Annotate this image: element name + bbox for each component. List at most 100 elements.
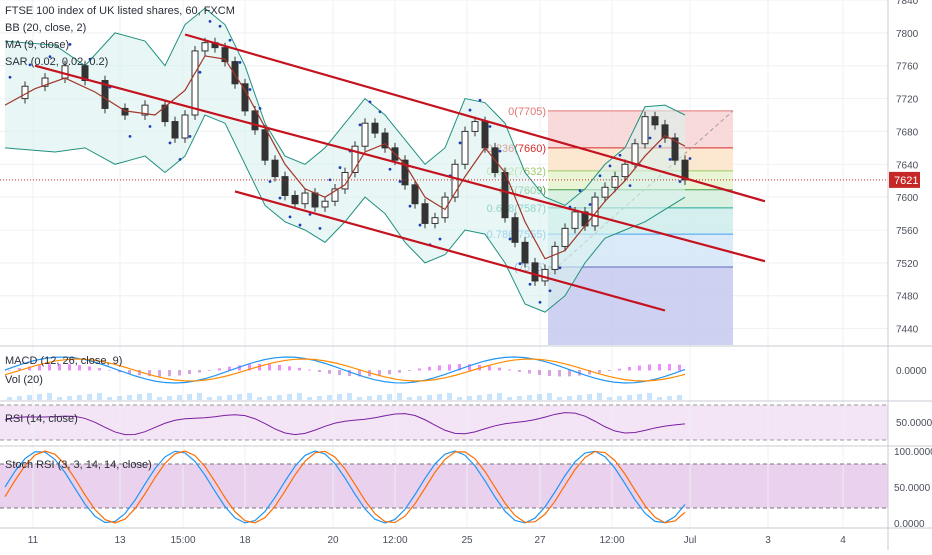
legend-vol: Vol (20) xyxy=(5,374,43,386)
candle-body xyxy=(81,65,89,82)
macd-hist-bar xyxy=(88,366,91,371)
macd-hist-bar xyxy=(628,366,631,371)
volume-bar xyxy=(227,395,232,400)
stoch-k-line xyxy=(4,450,686,524)
volume-bar xyxy=(607,397,612,400)
candle-body xyxy=(361,122,369,147)
volume-bar xyxy=(217,396,222,400)
candle-body xyxy=(411,184,419,205)
candle-body xyxy=(241,83,249,112)
price-axis-label: 7840 xyxy=(896,0,919,7)
time-axis-label: 27 xyxy=(534,535,546,546)
candle-body xyxy=(231,61,239,85)
candle-body xyxy=(201,42,209,52)
candle-body xyxy=(541,268,549,282)
macd-hist-bar xyxy=(468,364,471,371)
legend-stoch: Stoch RSI (3, 3, 14, 14, close) xyxy=(5,459,152,471)
sar-dot xyxy=(668,157,672,161)
sar-dot xyxy=(238,61,242,64)
candle-body xyxy=(191,50,199,116)
macd-hist-bar xyxy=(8,370,11,371)
ma9-line xyxy=(4,55,686,260)
macd-hist-bar xyxy=(228,366,231,371)
sar-dot xyxy=(398,180,402,183)
volume-bar xyxy=(167,396,172,400)
macd-hist-bar xyxy=(498,367,501,371)
volume-bar xyxy=(417,396,422,400)
macd-hist-bar xyxy=(108,369,111,371)
sar-dot xyxy=(178,157,182,161)
volume-bar xyxy=(7,397,12,400)
macd-hist-bar xyxy=(328,370,331,374)
macd-hist-bar xyxy=(348,370,351,377)
macd-hist-bar xyxy=(608,370,611,372)
volume-bar xyxy=(57,397,62,400)
candle-body xyxy=(271,159,279,178)
sar-dot xyxy=(388,167,392,171)
sar-dot xyxy=(678,180,682,183)
candle-body xyxy=(431,217,439,224)
time-axis-label: 20 xyxy=(327,535,339,546)
volume-bar xyxy=(467,396,472,400)
volume-bar xyxy=(427,395,432,400)
macd-hist-bar xyxy=(358,370,361,377)
sar-dot xyxy=(528,282,532,286)
volume-bar xyxy=(237,394,242,400)
candle-body xyxy=(511,217,519,243)
legend-rsi: RSI (14, close) xyxy=(5,413,78,425)
macd-hist-bar xyxy=(208,370,211,371)
volume-bar xyxy=(317,396,322,400)
price-axis-label: 7640 xyxy=(896,160,919,171)
volume-bar xyxy=(347,393,352,400)
candle-body xyxy=(421,203,429,224)
macd-hist-bar xyxy=(418,368,421,371)
volume-bar xyxy=(287,394,292,400)
stoch-axis-label: 0.0000 xyxy=(894,519,925,530)
macd-hist-bar xyxy=(438,365,441,371)
macd-hist-bar xyxy=(288,366,291,371)
macd-hist-bar xyxy=(58,364,61,371)
candle-body xyxy=(331,188,339,202)
candle-body xyxy=(601,186,609,198)
macd-hist-bar xyxy=(388,370,391,375)
sar-dot xyxy=(358,123,362,127)
sar-dot xyxy=(628,184,632,188)
chart-legend-title: FTSE 100 index of UK listed shares, 60, … xyxy=(5,5,235,17)
sar-dot xyxy=(188,134,192,138)
volume-bar xyxy=(587,394,592,400)
macd-hist-bar xyxy=(518,370,521,372)
sar-dot xyxy=(148,125,152,128)
candle-body xyxy=(671,137,679,161)
time-axis-label: 11 xyxy=(28,535,39,546)
volume-bar xyxy=(147,393,152,400)
sar-dot xyxy=(228,38,232,42)
macd-axis-label: 0.0000 xyxy=(896,366,927,377)
volume-bar xyxy=(377,395,382,400)
fib-trend-line xyxy=(547,110,734,276)
macd-hist-bar xyxy=(668,364,671,371)
sar-dot xyxy=(508,237,512,241)
volume-bar xyxy=(157,397,162,400)
macd-hist-bar xyxy=(408,370,411,371)
rsi-axis-label: 50.0000 xyxy=(896,418,932,429)
candle-body xyxy=(141,104,149,116)
sar-dot xyxy=(28,63,32,67)
sar-dot xyxy=(338,166,342,169)
volume-bar xyxy=(647,393,652,400)
time-axis-label: 15:00 xyxy=(170,535,195,546)
volume-bar xyxy=(77,395,82,400)
volume-bar xyxy=(517,396,522,400)
macd-hist-bar xyxy=(38,365,41,371)
sar-dot xyxy=(298,223,302,227)
volume-bar xyxy=(67,396,72,400)
candle-body xyxy=(221,47,229,63)
macd-hist-bar xyxy=(538,370,541,376)
candle-body xyxy=(101,80,109,109)
macd-hist-bar xyxy=(68,364,71,371)
candle-body xyxy=(651,116,659,126)
volume-bar xyxy=(527,395,532,400)
sar-dot xyxy=(68,42,72,46)
macd-hist-bar xyxy=(268,364,271,371)
sar-dot xyxy=(278,196,282,200)
